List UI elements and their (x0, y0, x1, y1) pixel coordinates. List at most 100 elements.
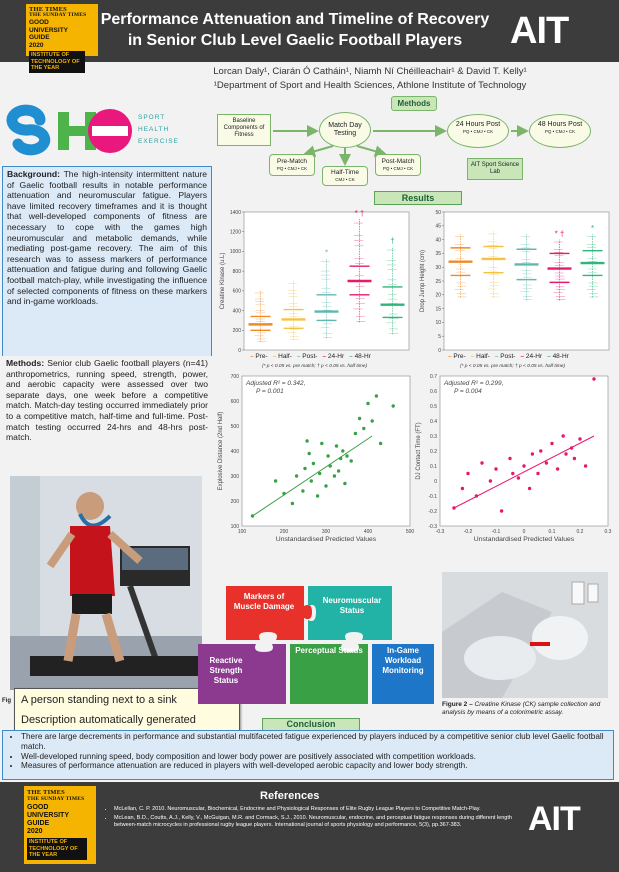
scatter-point (539, 449, 543, 453)
legend-label: 24-Hr (327, 353, 345, 360)
scatter-point (466, 471, 470, 476)
post-match-box: Post-Match PQ • CMJ • CK (375, 154, 421, 176)
annotation-line1: Adjusted R² = 0.299, (443, 380, 504, 387)
y-tick-label: 500 (231, 424, 240, 430)
x-tick-label: 0.1 (549, 529, 556, 535)
conclusion-item: There are large decrements in performanc… (21, 732, 607, 752)
methods-arrows (273, 125, 529, 166)
y-tick-label: 600 (233, 289, 242, 295)
x-tick-label: -0.2 (464, 529, 473, 535)
half-time-box: Half-Time CMJ • CK (322, 166, 368, 186)
shi-sport: SPORT (138, 114, 166, 121)
y-tick-label: 0.3 (430, 434, 437, 440)
legend-swatch: – (448, 353, 454, 360)
y-tick-label: 0.1 (430, 464, 437, 470)
scatter-point (460, 486, 465, 491)
conclusion-item: Measures of performance attenuation are … (21, 761, 607, 771)
plot-area (439, 375, 609, 527)
scatter-point (561, 434, 565, 438)
shi-exercise: EXERCISE (138, 138, 179, 145)
results-heading: Results (374, 191, 462, 205)
baseline-fitness-box: Baseline Components of Fitness (217, 114, 271, 146)
legend-entry: – 48-Hr (349, 353, 371, 360)
scatter-point (374, 394, 379, 398)
treadmill-photo (10, 476, 202, 690)
scatter-point (480, 461, 484, 465)
explosive-distance-scatter: 100 200 300 400 500 100 200 300 400 500 600 700 Unst… (218, 374, 414, 542)
methods-paragraph: Methods: Senior club Gaelic football pla… (6, 358, 208, 443)
boxplot-legend-right: – Pre- – Half- – Post- – 24-Hr – 48-Hr (448, 353, 618, 360)
y-tick-label: 0 (238, 348, 241, 354)
significance-marker: † (390, 237, 394, 246)
scatter-point (290, 501, 295, 506)
scatter-point (508, 456, 512, 461)
background-paragraph: Background: The high-intensity intermitt… (7, 169, 208, 307)
good-university-guide-badge: THE TIMES THE SUNDAY TIMES GOOD UNIVERSI… (26, 4, 98, 73)
references-list: McLellan, C. P. 2010. Neuromuscular, Bio… (104, 806, 514, 828)
scatter-point (583, 464, 588, 468)
legend-entry: – Pre- (250, 353, 268, 360)
legend-swatch: – (547, 353, 553, 360)
footer-guide-badge: THE TIMES THE SUNDAY TIMES GOOD UNIVERSI… (24, 786, 96, 864)
match-day-testing-node: Match Day Testing (319, 112, 371, 148)
affiliation: ¹Department of Sport and Health Sciences… (213, 80, 527, 91)
scatter-point (349, 459, 353, 463)
y-tick-label: 400 (233, 308, 242, 314)
shi-logo: SPORT HEALTH EXERCISE (0, 102, 210, 160)
puzzle-neuromuscular: Neuromuscular Status (322, 596, 382, 615)
legend-entry: – Post- (297, 353, 318, 360)
scatter-point (282, 491, 286, 496)
y-tick-label: 0 (438, 348, 441, 354)
shi-health: HEALTH (138, 126, 170, 133)
scatter-point (332, 474, 337, 478)
scatter-point (511, 471, 515, 476)
scatter-point (324, 484, 328, 488)
x-tick-label: 0.2 (577, 529, 584, 535)
y-tick-label: -0.3 (428, 524, 437, 530)
scatter-point (530, 452, 535, 456)
y-tick-label: 1200 (230, 230, 241, 236)
scatter-point (309, 479, 313, 483)
legend-entry: – 48-Hr (547, 353, 569, 360)
puzzle-workload: In-Game Workload Monitoring (382, 646, 424, 675)
x-tick-label: 400 (364, 529, 373, 535)
y-tick-label: 200 (233, 328, 242, 334)
puzzle-muscle-damage: Markers of Muscle Damage (233, 592, 295, 611)
scatter-point (345, 454, 349, 458)
scatter-point (499, 509, 504, 513)
48-hours-post-node: 48 Hours Post PQ • CMJ • CK (529, 114, 591, 148)
scatter-point (536, 471, 540, 476)
significance-marker: * (325, 248, 328, 257)
scatter-point (320, 441, 324, 446)
legend-label: 24-Hr (525, 353, 543, 360)
scatter-point (273, 479, 278, 483)
x-tick-label: 0 (523, 529, 526, 535)
fit-line (252, 435, 373, 517)
y-tick-label: -0.2 (428, 509, 437, 515)
y-axis-label: Explosive Distance (2nd Half) (218, 412, 224, 491)
scatter-point (357, 416, 362, 421)
scatter-point (544, 461, 549, 465)
legend-label: Post- (500, 353, 516, 360)
scatter-point (328, 464, 332, 468)
x-tick-label: 0.3 (605, 529, 612, 535)
24-hours-post-node: 24 Hours Post PQ • CMJ • CK (447, 114, 509, 148)
creatine-kinase-boxplot: 0 200 400 600 800 1000 1200 1400 Creatine Kinase… (220, 209, 410, 354)
shi-logo-graphic (6, 104, 132, 156)
y-tick-label: 45 (435, 224, 441, 230)
scatter-point (592, 377, 596, 381)
y-axis-label: Creatine Kinase (u.L) (220, 253, 226, 310)
legend-label: Pre- (453, 353, 466, 360)
significance-marker: * † (355, 209, 365, 218)
ait-sport-science-lab-box: AIT Sport Science Lab (467, 158, 523, 180)
y-tick-label: 40 (435, 237, 441, 243)
legend-swatch: – (349, 353, 355, 360)
x-tick-label: 200 (280, 529, 289, 535)
legend-swatch: – (520, 353, 526, 360)
y-tick-label: 1000 (230, 249, 241, 255)
scatter-point (326, 454, 330, 458)
legend-swatch: – (250, 353, 256, 360)
scatter-point (569, 446, 574, 450)
legend-swatch: – (494, 353, 501, 360)
ck-sample-photo (442, 572, 608, 698)
